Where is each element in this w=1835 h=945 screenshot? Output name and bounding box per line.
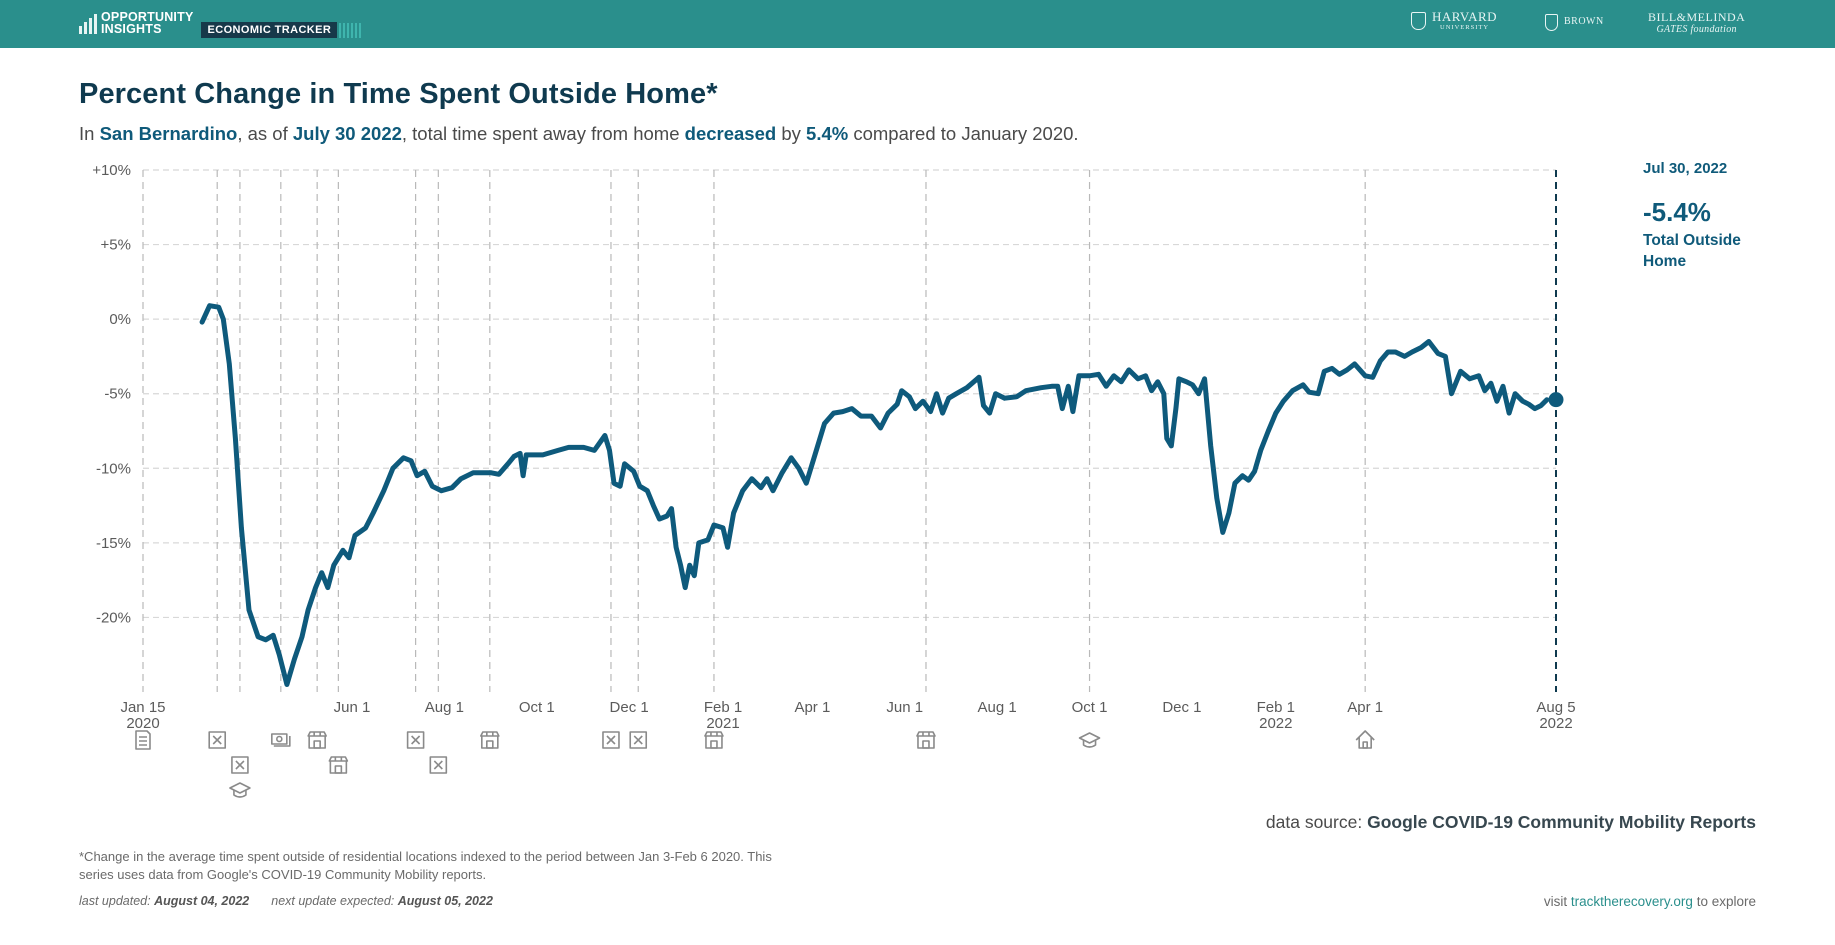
product-tag: ECONOMIC TRACKER [201,22,338,38]
brand-line-1: OPPORTUNITY [101,10,194,24]
readout-date: Jul 30, 2022 [1643,160,1728,177]
y-tick-label: 0% [109,311,131,328]
stimulus-money-icon[interactable] [271,733,291,747]
store-icon[interactable] [328,756,349,774]
brown-shield-icon [1545,13,1558,31]
location-name[interactable]: San Bernardino [99,123,238,144]
series-line [199,303,1550,687]
x-tick-label: Aug 1 [425,699,464,716]
change-direction: decreased [684,123,777,144]
data-source-name[interactable]: Google COVID-19 Community Mobility Repor… [1367,812,1756,832]
footnote: *Change in the average time spent outsid… [79,849,772,882]
y-tick-label: -20% [96,609,131,626]
x-tick-year: 2022 [1539,715,1572,732]
closure-x-icon[interactable] [602,731,620,749]
chart-title: Percent Change in Time Spent Outside Hom… [79,78,718,110]
harvard-logo[interactable]: HARVARD UNIVERSITY [1411,10,1497,31]
school-cap-icon[interactable] [1078,732,1101,748]
x-tick-label: Feb 1 [1257,699,1295,716]
gates-name: BILL&MELINDA [1648,10,1746,24]
house-icon[interactable] [1355,730,1375,749]
x-tick-label: Feb 1 [704,699,742,716]
store-icon[interactable] [307,731,327,749]
y-tick-label: -10% [96,460,131,477]
closure-x-icon[interactable] [231,756,249,774]
harvard-shield-icon [1411,11,1426,30]
last-updated-date: August 04, 2022 [154,894,250,908]
stripes-decoration [339,22,362,38]
x-tick-year: 2020 [126,715,159,732]
y-tick-label: +10% [92,162,131,179]
x-tick-label: Jun 1 [886,699,923,716]
logo-bars-icon [79,12,97,34]
x-tick-label: Oct 1 [1072,699,1108,716]
next-update-date: August 05, 2022 [397,894,493,908]
hover-readout: Jul 30, 2022 -5.4% Total Outside Home [1643,160,1753,272]
y-tick-label: +5% [101,237,131,254]
x-tick-label: Dec 1 [610,699,649,716]
school-cap-icon[interactable] [229,782,251,798]
x-tick-year: 2022 [1259,715,1292,732]
closure-x-icon[interactable] [208,731,227,749]
current-value-dot [1548,392,1564,408]
update-info: last updated: August 04, 2022 next update… [79,894,493,908]
top-bar: OPPORTUNITY INSIGHTS ECONOMIC TRACKER HA… [0,0,1835,48]
y-tick-label: -15% [96,535,131,552]
data-source: data source: Google COVID-19 Community M… [1265,812,1756,832]
x-tick-label: Apr 1 [1347,699,1383,716]
x-tick-label: Jun 1 [334,699,371,716]
harvard-sub: UNIVERSITY [1440,24,1490,31]
harvard-name: HARVARD [1432,9,1498,24]
change-amount: 5.4% [806,123,849,144]
x-tick-label: Dec 1 [1162,699,1201,716]
opportunity-insights-logo[interactable]: OPPORTUNITY INSIGHTS ECONOMIC TRACKER [79,10,362,38]
chart-subtitle: In San Bernardino, as of July 30 2022, t… [79,123,1079,144]
x-tick-label: Jan 15 [120,699,165,716]
x-tick-label: Oct 1 [519,699,555,716]
gates-foundation-logo[interactable]: BILL&MELINDA GATES foundation [1648,10,1745,35]
tracktherecovery-link[interactable]: tracktherecovery.org [1570,894,1693,909]
brown-logo[interactable]: BROWN [1545,13,1604,31]
document-icon[interactable] [135,730,151,750]
brown-name: BROWN [1564,16,1604,28]
store-icon[interactable] [704,731,724,749]
store-icon[interactable] [480,731,500,749]
closure-x-icon[interactable] [629,731,648,749]
y-tick-label: -5% [104,386,131,403]
gates-sub: GATES foundation [1656,24,1737,35]
closure-x-icon[interactable] [429,756,448,774]
readout-value: -5.4% [1643,197,1711,227]
as-of-date: July 30 2022 [292,123,402,144]
x-tick-label: Apr 1 [794,699,830,716]
brand-line-2: INSIGHTS [101,22,162,36]
x-tick-label: Aug 5 [1536,699,1575,716]
closure-x-icon[interactable] [406,731,425,749]
x-tick-label: Aug 1 [978,699,1017,716]
visit-link-text: visit tracktherecovery.org to explore [1543,894,1756,909]
x-tick-year: 2021 [706,715,739,732]
store-icon[interactable] [916,731,936,749]
readout-label: Total Outside Home [1643,232,1741,270]
